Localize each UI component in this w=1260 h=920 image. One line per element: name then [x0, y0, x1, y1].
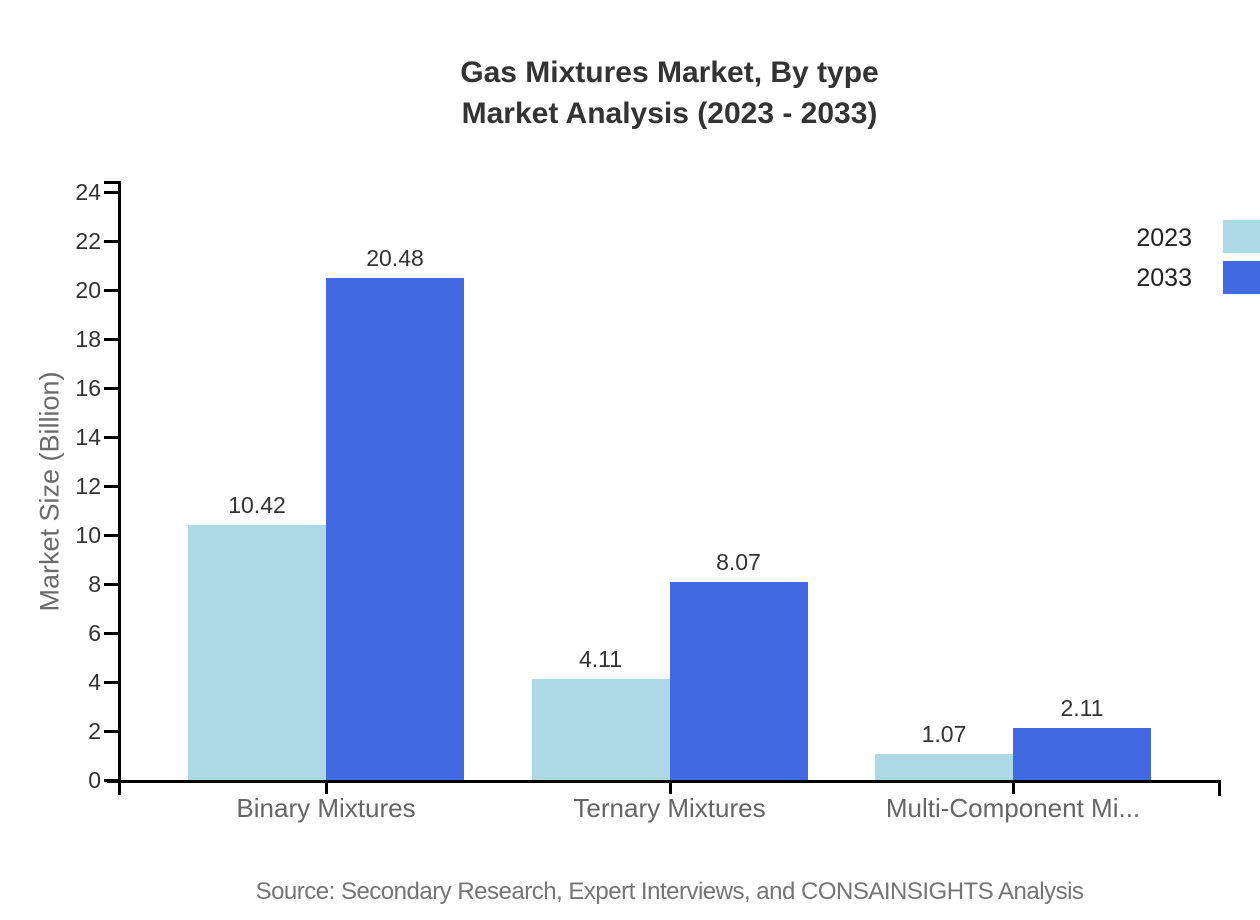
- bar-2033-3: [1013, 728, 1151, 780]
- y-tick: [104, 289, 118, 292]
- bar-value-label: 4.11: [578, 646, 623, 673]
- y-tick-label: 10: [75, 522, 101, 548]
- y-tick: [104, 338, 118, 341]
- chart-title: Gas Mixtures Market, By type Market Anal…: [118, 52, 1221, 134]
- y-tick-label: 16: [75, 375, 101, 401]
- category-label: Binary Mixtures: [236, 793, 416, 823]
- y-tick: [104, 534, 118, 537]
- bar-value-label: 1.07: [921, 720, 967, 747]
- y-tick: [104, 387, 118, 390]
- y-tick: [104, 632, 118, 635]
- y-tick: [104, 485, 118, 488]
- x-tick: [668, 783, 672, 794]
- legend-label-2023: 2023: [1136, 224, 1192, 252]
- bar-2033-1: [326, 278, 464, 780]
- y-tick: [104, 681, 118, 684]
- bar-2023-2: [531, 679, 670, 780]
- y-axis-line: [118, 181, 121, 795]
- bar-2023-3: [875, 753, 1013, 780]
- y-tick-label: 24: [75, 179, 101, 205]
- legend-swatch-2033: [1223, 261, 1260, 294]
- category-label: Ternary Mixtures: [573, 793, 766, 823]
- y-tick-label: 18: [75, 326, 101, 352]
- x-tick: [1012, 783, 1015, 794]
- y-axis-end-cap: [104, 181, 121, 184]
- y-tick: [104, 583, 118, 586]
- x-axis-end-cap: [1218, 780, 1221, 796]
- bar-2033-2: [669, 582, 808, 780]
- y-tick-label: 14: [75, 424, 101, 450]
- x-axis-line: [107, 780, 1221, 783]
- bar-value-label: 20.48: [366, 245, 424, 272]
- bar-2023-1: [188, 524, 326, 780]
- y-tick-label: 4: [88, 669, 101, 695]
- chart-title-line1: Gas Mixtures Market, By type: [460, 56, 879, 89]
- y-tick: [104, 436, 118, 439]
- x-tick: [325, 783, 328, 794]
- y-tick-label: 8: [88, 571, 101, 597]
- y-tick-label: 20: [75, 277, 101, 303]
- source-caption: Source: Secondary Research, Expert Inter…: [255, 878, 1084, 905]
- bar-value-label: 8.07: [716, 549, 761, 576]
- y-tick: [104, 191, 118, 194]
- legend-swatch-2023: [1223, 220, 1260, 253]
- y-tick-label: 22: [75, 228, 101, 254]
- y-tick: [104, 240, 118, 243]
- category-label: Multi-Component Mi...: [885, 793, 1141, 823]
- bar-value-label: 10.42: [228, 491, 286, 518]
- legend-label-2033: 2033: [1136, 264, 1192, 292]
- y-tick-label: 12: [75, 473, 101, 499]
- y-tick-label: 2: [88, 718, 101, 744]
- y-tick-label: 6: [88, 620, 101, 646]
- bar-value-label: 2.11: [1060, 695, 1104, 722]
- chart-title-line2: Market Analysis (2023 - 2033): [461, 97, 878, 130]
- y-tick: [104, 730, 118, 733]
- y-tick: [104, 779, 118, 782]
- y-tick-label: 0: [88, 767, 101, 793]
